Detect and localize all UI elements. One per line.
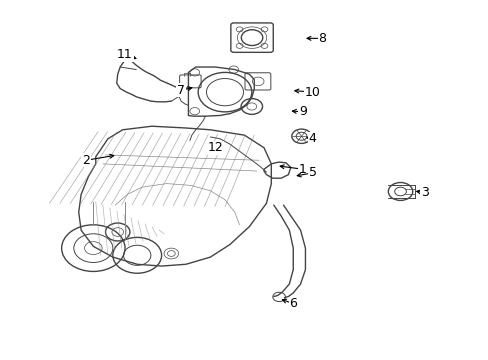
Text: 8: 8 [318,32,326,45]
Text: 9: 9 [299,105,306,118]
Text: 2: 2 [82,154,90,167]
Text: 12: 12 [207,141,223,154]
Text: 5: 5 [308,166,316,179]
Text: 3: 3 [420,186,428,199]
Text: 4: 4 [308,132,316,145]
Text: 10: 10 [304,86,320,99]
Text: 1: 1 [299,163,306,176]
Text: 11: 11 [117,48,133,61]
Text: 6: 6 [289,297,297,310]
Text: 7: 7 [177,84,185,97]
